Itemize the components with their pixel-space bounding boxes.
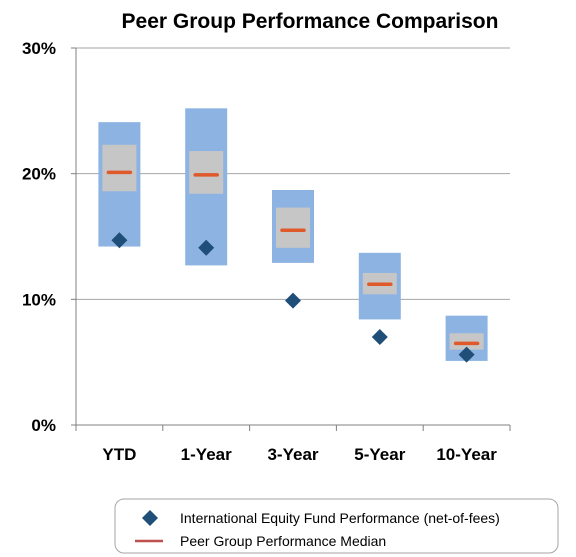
- interquartile-box: [276, 207, 310, 248]
- chart-title: Peer Group Performance Comparison: [122, 10, 499, 33]
- x-tick-label: 5-Year: [354, 445, 405, 464]
- y-tick-label: 20%: [22, 165, 56, 184]
- legend-items: International Equity Fund Performance (n…: [135, 510, 500, 549]
- fund-marker: [285, 292, 301, 309]
- x-tick-label: 3-Year: [267, 445, 318, 464]
- y-axis: 0% 10% 20% 30%: [22, 39, 77, 435]
- plot-area: [98, 108, 488, 363]
- y-tick-label: 30%: [22, 39, 56, 58]
- fund-marker: [458, 346, 475, 363]
- x-tick-label: YTD: [102, 445, 136, 464]
- legend-label: International Equity Fund Performance (n…: [180, 510, 500, 526]
- fund-marker: [371, 329, 388, 346]
- legend-label: Peer Group Performance Median: [180, 533, 386, 549]
- interquartile-box: [449, 333, 484, 350]
- y-tick-label: 0%: [31, 416, 56, 435]
- fund-marker: [111, 232, 128, 249]
- legend: International Equity Fund Performance (n…: [114, 498, 559, 554]
- x-tick-label: 10-Year: [436, 445, 497, 464]
- interquartile-box: [102, 144, 137, 192]
- x-tick-label: 1-Year: [181, 445, 232, 464]
- legend-frame: [114, 498, 559, 554]
- y-tick-label: 10%: [22, 290, 56, 309]
- fund-marker: [198, 239, 215, 256]
- interquartile-box: [189, 151, 224, 194]
- x-axis: YTD 1-Year 3-Year 5-Year 10-Year: [75, 424, 511, 464]
- legend-diamond-icon: [142, 510, 158, 526]
